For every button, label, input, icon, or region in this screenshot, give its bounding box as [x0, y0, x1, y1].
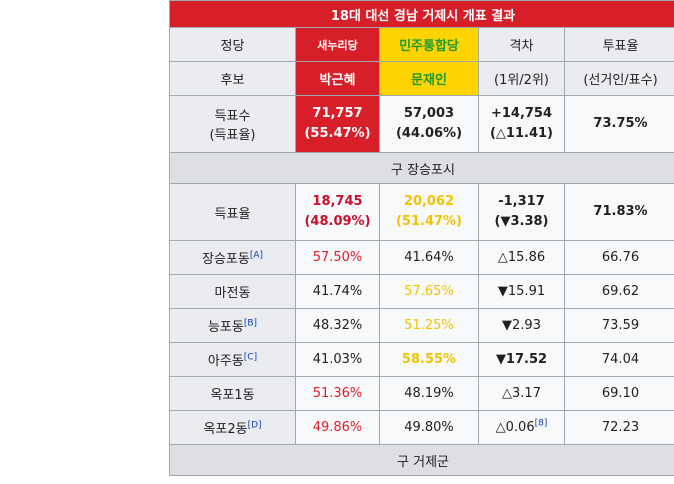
- turnout-value: 69.62: [563, 274, 674, 309]
- total-park: 71,757 (55.47%): [295, 95, 380, 153]
- park-pct: 48.32%: [295, 308, 380, 343]
- footnote-link[interactable]: [B]: [243, 318, 258, 329]
- gap-pct: ▼17.52: [478, 342, 565, 377]
- moon-pct: 58.55%: [379, 342, 479, 377]
- total-row: 득표수 (득표율) 71,757 (55.47%) 57,003 (44.06%…: [169, 95, 674, 153]
- moon-pct: 51.25%: [379, 308, 479, 343]
- party-header: 정당: [169, 27, 296, 62]
- table-row: 능포동[B] 48.32% 51.25% ▼2.93 73.59: [169, 308, 674, 343]
- subtotal-turnout: 71.83%: [563, 183, 674, 241]
- turnout-value: 73.59: [563, 308, 674, 343]
- total-moon-votes: 57,003: [403, 106, 455, 121]
- turnout-value: 72.23: [563, 410, 674, 445]
- turnout-value: 69.10: [563, 376, 674, 411]
- district-name: 아주동[C]: [169, 342, 296, 377]
- district-label: 아주동: [207, 354, 244, 369]
- total-gap-pct: (△11.41): [489, 126, 553, 141]
- table-title: 18대 대선 경남 거제시 개표 결과: [168, 0, 674, 28]
- footnote-link[interactable]: [8]: [534, 418, 548, 429]
- park-pct: 41.03%: [295, 342, 380, 377]
- district-name: 옥포2동[D]: [169, 410, 296, 445]
- district-label: 옥포1동: [210, 388, 255, 403]
- candidate-header: 후보: [169, 61, 296, 96]
- table-row: 옥포2동[D] 49.86% 49.80% △0.06[8] 72.23: [169, 410, 674, 445]
- district-name: 옥포1동: [169, 376, 296, 411]
- turnout-subheader: (선거인/표수): [563, 61, 674, 96]
- district-name: 능포동[B]: [169, 308, 296, 343]
- party-minjoo[interactable]: 민주통합당: [379, 27, 479, 62]
- park-pct: 41.74%: [295, 274, 380, 309]
- subtotal-moon: 20,062 (51.47%): [379, 183, 479, 241]
- section-header-geoje: 구 거제군: [168, 444, 674, 476]
- turnout-value: 66.76: [563, 240, 674, 275]
- moon-pct: 49.80%: [379, 410, 479, 445]
- gap-pct: ▼15.91: [478, 274, 565, 309]
- total-park-votes: 71,757: [312, 106, 363, 121]
- subtotal-park: 18,745 (48.09%): [295, 183, 380, 241]
- election-results-table: 18대 대선 경남 거제시 개표 결과 정당 새누리당 민주통합당 격차 투표율…: [168, 0, 674, 476]
- total-turnout: 73.75%: [563, 95, 674, 153]
- total-gap: +14,754 (△11.41): [478, 95, 565, 153]
- subtotal-park-pct: (48.09%): [304, 214, 371, 229]
- gap-header: 격차: [478, 27, 565, 62]
- subtotal-moon-votes: 20,062: [403, 194, 455, 209]
- subtotal-gap-pct: (▼3.38): [494, 214, 549, 229]
- district-name: 장승포동[A]: [169, 240, 296, 275]
- total-gap-votes: +14,754: [490, 106, 553, 121]
- district-label: 마전동: [214, 286, 251, 301]
- total-label-line2: (득표율): [209, 128, 256, 143]
- section-row-geoje: 구 거제군: [168, 444, 674, 476]
- candidate-moon[interactable]: 문재인: [379, 61, 479, 96]
- candidate-park[interactable]: 박근혜: [295, 61, 380, 96]
- section-header-jangseungpo: 구 장승포시: [168, 152, 674, 184]
- table-row: 마전동 41.74% 57.65% ▼15.91 69.62: [169, 274, 674, 309]
- section-row-jangseungpo: 구 장승포시: [168, 152, 674, 184]
- footnote-link[interactable]: [A]: [249, 250, 264, 261]
- subtotal-gap: -1,317 (▼3.38): [478, 183, 565, 241]
- subtotal-park-votes: 18,745: [312, 194, 363, 209]
- gap-pct: △0.06[8]: [478, 410, 565, 445]
- district-name: 마전동: [169, 274, 296, 309]
- footnote-link[interactable]: [D]: [247, 420, 262, 431]
- table-row: 장승포동[A] 57.50% 41.64% △15.86 66.76: [169, 240, 674, 275]
- footnote-link[interactable]: [C]: [243, 352, 258, 363]
- subtotal-moon-pct: (51.47%): [395, 214, 463, 229]
- gap-pct: △3.17: [478, 376, 565, 411]
- subtotal-label: 득표율: [169, 183, 296, 241]
- party-row: 정당 새누리당 민주통합당 격차 투표율: [169, 27, 674, 62]
- gap-value: △0.06: [495, 420, 535, 435]
- district-label: 옥포2동: [203, 422, 248, 437]
- gap-pct: ▼2.93: [478, 308, 565, 343]
- turnout-value: 74.04: [563, 342, 674, 377]
- subtotal-row: 득표율 18,745 (48.09%) 20,062 (51.47%) -1,3…: [169, 183, 674, 241]
- table-row: 아주동[C] 41.03% 58.55% ▼17.52 74.04: [169, 342, 674, 377]
- gap-subheader: (1위/2위): [478, 61, 565, 96]
- moon-pct: 48.19%: [379, 376, 479, 411]
- subtotal-gap-votes: -1,317: [498, 194, 545, 209]
- gap-pct: △15.86: [478, 240, 565, 275]
- total-label-line1: 득표수: [214, 109, 251, 124]
- total-moon-pct: (44.06%): [395, 126, 463, 141]
- election-results-table-container: 18대 대선 경남 거제시 개표 결과 정당 새누리당 민주통합당 격차 투표율…: [168, 0, 674, 476]
- district-label: 장승포동: [201, 252, 250, 267]
- total-label: 득표수 (득표율): [169, 95, 296, 153]
- table-row: 옥포1동 51.36% 48.19% △3.17 69.10: [169, 376, 674, 411]
- candidate-row: 후보 박근혜 문재인 (1위/2위) (선거인/표수): [169, 61, 674, 96]
- turnout-header: 투표율: [563, 27, 674, 62]
- party-saenuri[interactable]: 새누리당: [295, 27, 380, 62]
- park-pct: 57.50%: [295, 240, 380, 275]
- total-park-pct: (55.47%): [304, 126, 371, 141]
- district-label: 능포동: [207, 320, 244, 335]
- moon-pct: 41.64%: [379, 240, 479, 275]
- moon-pct: 57.65%: [379, 274, 479, 309]
- title-row: 18대 대선 경남 거제시 개표 결과: [168, 0, 674, 28]
- total-moon: 57,003 (44.06%): [379, 95, 479, 153]
- park-pct: 49.86%: [295, 410, 380, 445]
- park-pct: 51.36%: [295, 376, 380, 411]
